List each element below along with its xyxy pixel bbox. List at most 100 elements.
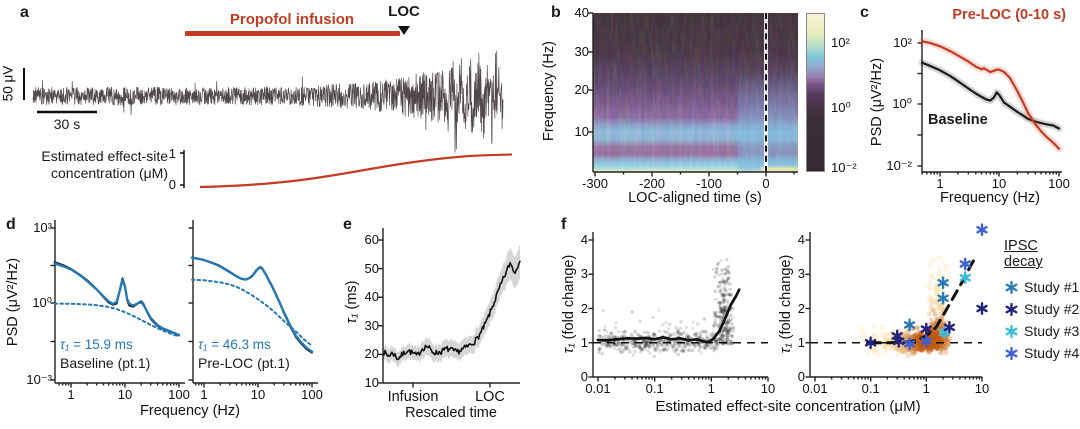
tick-label: 0.01 [802, 381, 828, 396]
d-right-caption: Pre-LOC (pt.1) [198, 355, 290, 371]
concentration-tick-0: 0 [168, 177, 176, 192]
legend-item-label: Study #4 [1024, 345, 1080, 361]
ipsc-decay-legend: IPSC decay Study #1 Study #2 Study #3 St… [1004, 238, 1080, 364]
tick-label: 1 [936, 176, 944, 191]
panel-a-letter: a [20, 4, 29, 21]
tick-label: -100 [695, 176, 723, 191]
study1-asterisk-icon [1005, 280, 1018, 294]
concentration-axis-label-line1: Estimated effect-site [41, 148, 168, 164]
tick-label: 1 [922, 381, 930, 396]
tick-label: 1 [580, 334, 588, 350]
eeg-time-scalebar-label: 30 s [53, 116, 81, 132]
concentration-axis-label: Estimated effect-site concentration (μM) [18, 148, 168, 182]
panel-f-letter: f [561, 216, 567, 233]
tick-label: 4 [797, 232, 805, 247]
tick-label: 0 [762, 176, 770, 191]
tick-label: 1 [707, 381, 715, 396]
loc-label: LOC [388, 3, 420, 20]
legend-item-label: Study #2 [1024, 301, 1080, 317]
tau-value-text: = 15.9 ms [69, 337, 133, 352]
tick-label: Infusion [387, 389, 439, 405]
tick-label: 10 [991, 176, 1007, 191]
tau-symbol: τ₁ [198, 337, 208, 352]
tick-label: 10⁰ [32, 295, 52, 310]
tick-label: 10 [974, 381, 990, 396]
eeg-voltage-scalebar-label: 50 μV [0, 65, 16, 102]
tick-label: 2 [797, 300, 805, 316]
tick-label: 1 [797, 334, 805, 350]
tick-label: 10⁻² [831, 160, 857, 175]
tick-label: 10 [250, 387, 266, 402]
panel-e-letter: e [343, 216, 352, 233]
tau-symbol: τ₁ [60, 337, 70, 352]
tick-label: 10⁰ [892, 96, 912, 111]
tick-label: 100 [1048, 176, 1070, 191]
tick-label: -200 [638, 176, 666, 191]
tick-label: 10³ [33, 220, 52, 235]
tick-label: 10 [364, 375, 379, 390]
d-left-caption: Baseline (pt.1) [60, 355, 151, 371]
tick-label: 20 [364, 346, 379, 362]
tau-value-text: = 46.3 ms [207, 337, 271, 352]
legend-item-study3: Study #3 [1004, 320, 1080, 342]
tick-label: 0.01 [585, 381, 611, 396]
tick-label: 40 [574, 5, 589, 20]
study2-asterisk-icon [1005, 302, 1018, 316]
tick-label: 3 [580, 266, 588, 282]
d-right-tau-value: τ₁ = 46.3 ms [198, 337, 271, 352]
tick-label: 1 [67, 387, 75, 402]
tick-label: 3 [797, 266, 805, 282]
tick-label: 10² [831, 35, 850, 50]
e-x-axis-title: Rescaled time [405, 405, 497, 421]
tick-label: 100 [301, 387, 323, 402]
legend-item-study4: Study #4 [1004, 342, 1080, 364]
d-x-axis-title: Frequency (Hz) [140, 403, 240, 419]
tick-label: 30 [574, 44, 589, 59]
study3-asterisk-icon [1005, 324, 1018, 338]
legend-item-study2: Study #2 [1004, 298, 1080, 320]
tick-label: 0.1 [861, 381, 880, 396]
legend-item-label: Study #1 [1024, 279, 1080, 295]
tick-label: LOC [475, 389, 505, 405]
c-preloc-series-label: Pre-LOC (0-10 s) [952, 7, 1066, 23]
tick-label: 0 [580, 369, 588, 384]
propofol-infusion-label: Propofol infusion [229, 11, 355, 28]
loc-dashed-line [765, 13, 767, 172]
tick-label: 10⁰ [831, 100, 851, 115]
tick-label: 10⁻³ [26, 372, 52, 387]
legend-item-label: Study #3 [1024, 323, 1080, 339]
panel-d-letter: d [6, 216, 16, 233]
panel-c-letter: c [860, 4, 869, 21]
d-left-tau-value: τ₁ = 15.9 ms [60, 337, 133, 352]
concentration-tick-1: 1 [168, 146, 176, 161]
spectrogram-heatmap [593, 13, 798, 172]
study4-asterisk-icon [1005, 346, 1018, 360]
tick-label: 2 [580, 300, 588, 316]
tick-label: -300 [581, 176, 609, 191]
tick-label: 0.1 [645, 381, 664, 396]
legend-item-study1: Study #1 [1004, 276, 1080, 298]
tick-label: 10² [893, 35, 912, 50]
legend-title: IPSC decay [1004, 238, 1043, 270]
post-loc-alpha-band-region [739, 71, 798, 172]
panel-b-letter: b [551, 4, 561, 21]
colorbar [806, 13, 825, 172]
tick-label: 0 [797, 369, 805, 384]
tick-label: 40 [364, 289, 379, 305]
f-x-axis-title: Estimated effect-site concentration (μM) [655, 398, 921, 415]
tick-label: 50 [364, 260, 379, 276]
tick-label: 60 [364, 232, 379, 247]
propofol-infusion-bar [185, 31, 400, 36]
tick-label: 100 [168, 387, 190, 402]
b-x-axis-title: LOC-aligned time (s) [628, 190, 762, 206]
post-loc-lowfreq-bright [761, 167, 798, 172]
tick-label: 10⁻² [886, 158, 912, 173]
tick-label: 30 [364, 317, 379, 333]
tick-label: 4 [580, 232, 588, 247]
tick-label: 10 [574, 124, 589, 139]
concentration-axis-label-line2: concentration (μM) [51, 165, 168, 181]
tick-label: 10 [117, 387, 133, 402]
tick-label: 1 [200, 387, 208, 402]
c-x-axis-title: Frequency (Hz) [940, 190, 1040, 206]
